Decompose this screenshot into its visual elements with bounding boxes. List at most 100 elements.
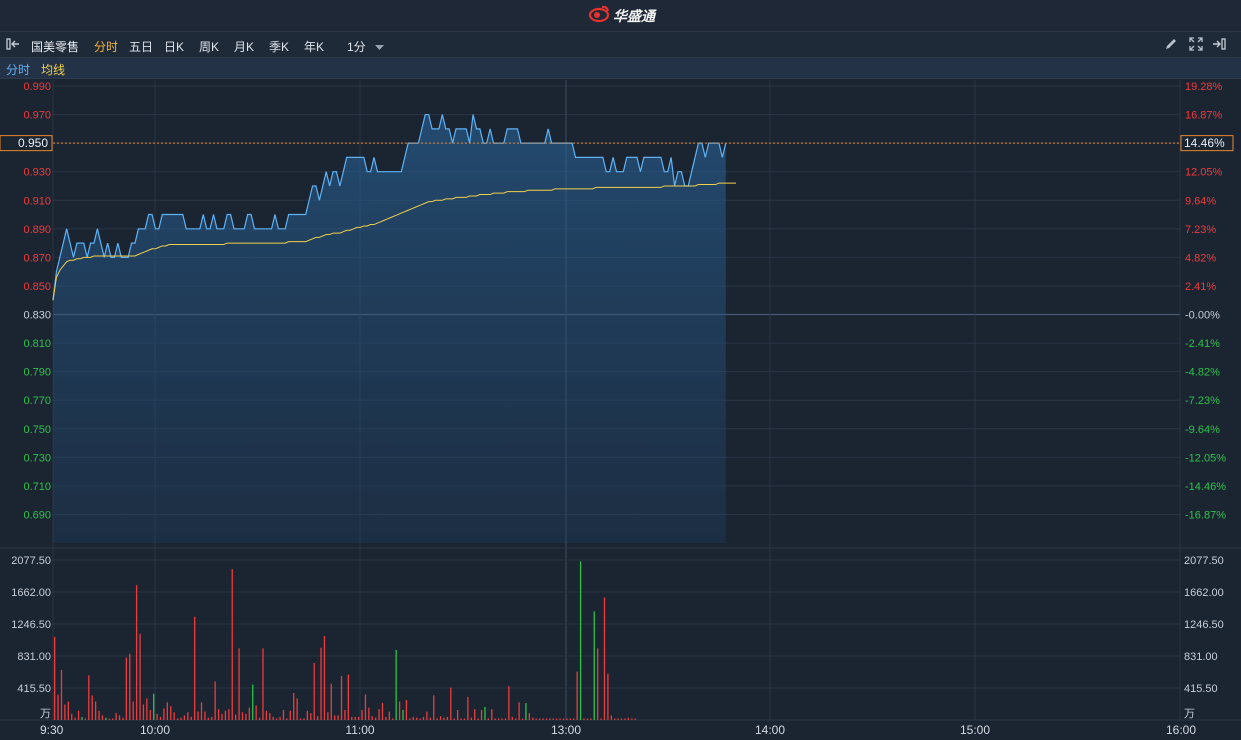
volume-bar: [67, 701, 69, 720]
volume-bar: [156, 713, 158, 720]
volume-bar: [494, 718, 496, 720]
volume-bar: [303, 718, 305, 720]
collapse-right-icon[interactable]: [1210, 37, 1226, 54]
tab-weekly-k[interactable]: 周K: [199, 40, 220, 54]
volume-bar: [378, 709, 380, 720]
volume-bar: [194, 616, 196, 720]
volume-bar: [375, 717, 377, 720]
volume-bar: [132, 701, 134, 720]
time-tick-label: 11:00: [345, 723, 374, 737]
volume-bar: [474, 709, 476, 720]
volume-bar: [228, 709, 230, 720]
tab-five-day[interactable]: 五日: [129, 40, 154, 54]
time-tick-label: 9:30: [40, 723, 64, 737]
volume-bar: [252, 684, 254, 720]
percent-tick-label: 9.64%: [1185, 195, 1216, 207]
volume-unit-right: 万: [1184, 708, 1195, 720]
chart-toolbar: 国美零售 分时 五日 日K 周K 月K 季K 年K 1分: [0, 32, 1241, 58]
volume-bar: [624, 718, 626, 720]
volume-bar: [84, 718, 87, 720]
volume-bar: [559, 718, 561, 720]
volume-bar: [190, 716, 192, 720]
percent-tick-label: 12.05%: [1185, 167, 1223, 179]
volume-bar: [549, 718, 551, 720]
volume-bar: [392, 718, 394, 720]
volume-bar: [94, 701, 97, 720]
volume-bar: [269, 713, 271, 720]
volume-bar: [497, 718, 500, 720]
volume-bar: [77, 710, 80, 720]
volume-bar: [166, 702, 168, 720]
volume-tick-label: 1246.50: [1184, 619, 1224, 631]
current-price-marker: 0.950 14.46%: [0, 135, 1234, 152]
volume-bar: [204, 711, 206, 720]
volume-bar: [576, 671, 578, 720]
percent-tick-label: -12.05%: [1185, 452, 1226, 464]
volume-bar: [170, 706, 172, 720]
volume-bar: [371, 716, 373, 720]
volume-bar: [313, 663, 315, 720]
tab-monthly-k[interactable]: 月K: [234, 40, 255, 54]
volume-bar: [115, 713, 117, 720]
volume-bar: [357, 716, 360, 720]
volume-tick-label: 831.00: [17, 651, 51, 663]
volume-bar: [64, 704, 66, 720]
volume-bar: [344, 709, 346, 720]
interval-select[interactable]: 1分: [347, 38, 385, 55]
volume-bar: [129, 653, 131, 720]
volume-bar: [293, 693, 295, 720]
time-tick-label: 14:00: [755, 723, 785, 737]
volume-bar: [368, 707, 370, 720]
volume-bar: [334, 715, 336, 720]
tab-daily-k[interactable]: 日K: [164, 40, 185, 54]
volume-bar: [532, 717, 534, 720]
time-tick-label: 15:00: [960, 723, 990, 737]
volume-tick-label: 415.50: [1184, 683, 1218, 695]
volume-bar: [590, 718, 592, 720]
volume-bar: [296, 698, 298, 720]
volume-bar: [614, 718, 616, 720]
volume-bar: [258, 717, 261, 720]
volume-bar: [238, 648, 240, 720]
price-tick-label: 0.710: [23, 481, 51, 493]
volume-bar: [433, 695, 435, 720]
percent-tick-label: -7.23%: [1185, 395, 1220, 407]
tab-yearly-k[interactable]: 年K: [304, 40, 325, 54]
volume-bar: [91, 695, 93, 720]
stock-name[interactable]: 国美零售: [31, 40, 80, 54]
volume-bar: [235, 714, 237, 720]
volume-bar: [347, 674, 350, 720]
intraday-chart[interactable]: 0.990 0.970 0.930 0.910 0.890 0.870 0.850 0.830…: [0, 79, 1241, 740]
volume-bar: [607, 673, 609, 720]
volume-unit-left: 万: [40, 708, 51, 720]
volume-bar: [176, 718, 179, 720]
price-layer: [52, 113, 737, 543]
dropdown-arrow-icon: [375, 40, 385, 54]
volume-bar: [484, 706, 486, 720]
volume-bar: [477, 718, 479, 720]
collapse-left-icon[interactable]: [6, 37, 22, 54]
volume-bar: [538, 718, 541, 720]
volume-bar: [207, 717, 209, 720]
price-tick-label: 0.970: [23, 110, 51, 122]
volume-bar: [320, 647, 322, 720]
volume-bar: [402, 709, 404, 720]
volume-bar: [521, 718, 524, 720]
volume-bar: [57, 694, 59, 720]
pencil-icon[interactable]: [1164, 37, 1178, 54]
tab-intraday[interactable]: 分时: [94, 40, 119, 54]
volume-bar: [183, 715, 186, 720]
volume-bar: [316, 716, 319, 720]
volume-bar: [146, 698, 148, 720]
volume-bar: [74, 717, 76, 720]
volume-bar: [306, 710, 309, 720]
volume-bar: [118, 715, 121, 720]
fullscreen-icon[interactable]: [1189, 37, 1203, 54]
volume-bar: [535, 718, 537, 720]
tab-quarterly-k[interactable]: 季K: [269, 40, 290, 54]
volume-bar: [340, 676, 343, 720]
volume-bar: [388, 711, 390, 720]
volume-bar: [627, 717, 630, 720]
price-tick-label: 0.870: [23, 252, 51, 264]
volume-bar: [135, 585, 138, 720]
